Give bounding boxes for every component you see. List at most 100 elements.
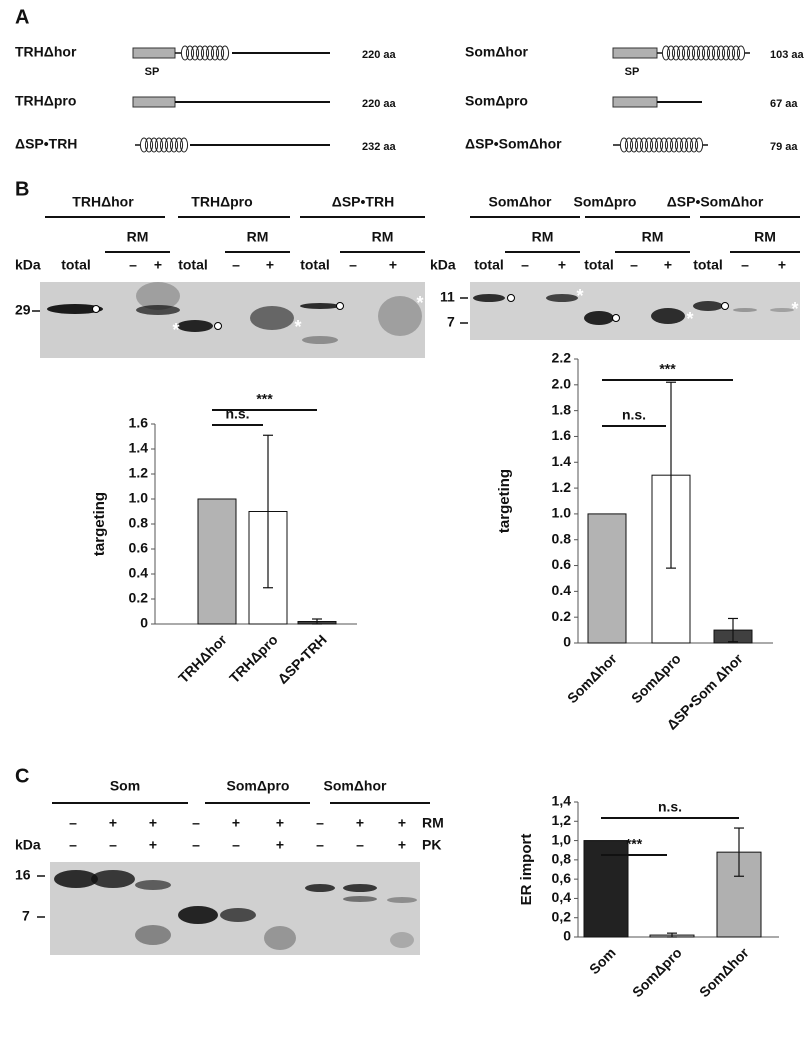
y-tick-label: 1,0 bbox=[552, 831, 572, 847]
lane-label: total bbox=[474, 257, 504, 273]
mw-marker: 7 bbox=[447, 314, 455, 330]
helix bbox=[676, 45, 686, 61]
helix bbox=[706, 45, 716, 61]
helix bbox=[210, 45, 220, 61]
error-bar bbox=[667, 932, 677, 938]
rm-label: RM bbox=[754, 229, 776, 245]
mw-marker: 16 bbox=[15, 867, 31, 883]
lane-label: – bbox=[349, 257, 357, 273]
construct-name: ΔSP•SomΔhor bbox=[465, 136, 562, 152]
y-tick-label: 0 bbox=[563, 634, 571, 650]
rm-sign: – bbox=[316, 815, 324, 831]
lane-label: + bbox=[664, 257, 672, 273]
y-tick-label: 0,4 bbox=[552, 889, 572, 905]
helix bbox=[185, 45, 195, 61]
rm-label: RM bbox=[422, 815, 444, 831]
bar bbox=[587, 513, 627, 644]
rm-sign: – bbox=[69, 815, 77, 831]
construct-name: TRHΔhor bbox=[15, 44, 77, 60]
kda-label: kDa bbox=[15, 257, 41, 273]
y-tick-label: 1.2 bbox=[129, 465, 149, 481]
sp-label: SP bbox=[145, 66, 160, 78]
helix bbox=[154, 137, 164, 153]
blot bbox=[40, 282, 425, 358]
construct-length: 220 aa bbox=[362, 49, 397, 61]
pk-label: PK bbox=[422, 837, 441, 853]
error-bar bbox=[263, 434, 273, 589]
band bbox=[250, 306, 294, 330]
band bbox=[264, 926, 296, 950]
construct-length: 67 aa bbox=[770, 98, 798, 110]
blot bbox=[470, 282, 800, 340]
helix bbox=[691, 45, 701, 61]
band bbox=[546, 294, 578, 302]
rm-label: RM bbox=[372, 229, 394, 245]
construct-name: ΔSP•TRH bbox=[15, 136, 77, 152]
error-bar bbox=[666, 381, 676, 569]
significance-label: *** bbox=[256, 391, 273, 407]
construct-length: 220 aa bbox=[362, 98, 397, 110]
helix bbox=[629, 137, 639, 153]
y-tick-label: 1,2 bbox=[552, 812, 572, 828]
rm-label: RM bbox=[532, 229, 554, 245]
pk-sign: + bbox=[398, 837, 406, 853]
band bbox=[390, 932, 414, 948]
error-bar bbox=[734, 827, 744, 877]
lane-label: total bbox=[178, 257, 208, 273]
significance-label: n.s. bbox=[658, 799, 682, 815]
helix bbox=[664, 137, 674, 153]
signal-peptide bbox=[132, 47, 176, 59]
y-tick-label: 2.0 bbox=[552, 376, 572, 392]
x-tick-label: SomΔpro bbox=[629, 944, 685, 1000]
band bbox=[136, 305, 180, 315]
kda-label: kDa bbox=[15, 837, 41, 853]
y-tick-label: 0.8 bbox=[552, 530, 572, 546]
band bbox=[343, 896, 377, 902]
x-tick-label: TRHΔpro bbox=[226, 631, 281, 686]
helix bbox=[220, 45, 230, 61]
band bbox=[770, 308, 794, 312]
helix bbox=[659, 137, 669, 153]
x-tick-label: ΔSP•TRH bbox=[274, 631, 329, 686]
helix bbox=[144, 137, 154, 153]
y-tick-label: 1,4 bbox=[552, 793, 572, 809]
lane-label: – bbox=[129, 257, 137, 273]
y-tick-label: 2.2 bbox=[552, 350, 572, 366]
group-label: ΔSP•TRH bbox=[332, 194, 394, 210]
helix bbox=[671, 45, 681, 61]
error-bar bbox=[312, 618, 322, 625]
rm-label: RM bbox=[127, 229, 149, 245]
band bbox=[584, 311, 614, 325]
error-bar bbox=[728, 617, 738, 643]
band bbox=[651, 308, 685, 324]
helix bbox=[661, 45, 671, 61]
x-tick-label: SomΔpro bbox=[628, 650, 684, 706]
group-label: SomΔpro bbox=[574, 194, 637, 210]
y-tick-label: 0 bbox=[563, 928, 571, 944]
sp-label: SP bbox=[625, 66, 640, 78]
lane-label: + bbox=[154, 257, 162, 273]
band bbox=[54, 870, 98, 888]
y-tick-label: 1.6 bbox=[552, 427, 572, 443]
rm-sign: – bbox=[192, 815, 200, 831]
y-tick-label: 1.0 bbox=[552, 505, 572, 521]
lane-label: total bbox=[61, 257, 91, 273]
helix bbox=[195, 45, 205, 61]
helix bbox=[639, 137, 649, 153]
rm-sign: + bbox=[232, 815, 240, 831]
band bbox=[135, 880, 171, 890]
band-marker bbox=[214, 322, 222, 330]
construct-name: SomΔhor bbox=[465, 44, 529, 60]
helix bbox=[644, 137, 654, 153]
rm-sign: + bbox=[356, 815, 364, 831]
band bbox=[300, 303, 340, 309]
band bbox=[305, 884, 335, 892]
lane-label: – bbox=[232, 257, 240, 273]
bar bbox=[583, 840, 629, 938]
rm-sign: + bbox=[109, 815, 117, 831]
band-marker bbox=[336, 302, 344, 310]
helix bbox=[149, 137, 159, 153]
helix bbox=[180, 45, 190, 61]
construct-length: 103 aa bbox=[770, 49, 805, 61]
